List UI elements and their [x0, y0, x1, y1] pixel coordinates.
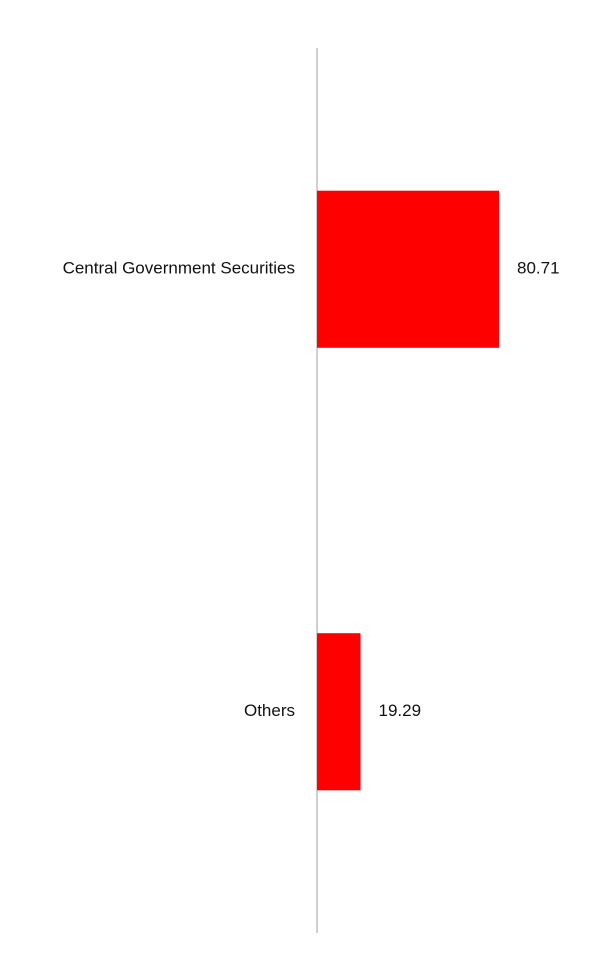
y-tick-label: Central Government Securities: [63, 259, 295, 278]
y-tick-label: Others: [244, 701, 295, 720]
bar: [317, 633, 361, 791]
value-label: 19.29: [378, 701, 421, 720]
value-label: 80.71: [517, 259, 560, 278]
bar: [317, 190, 500, 348]
